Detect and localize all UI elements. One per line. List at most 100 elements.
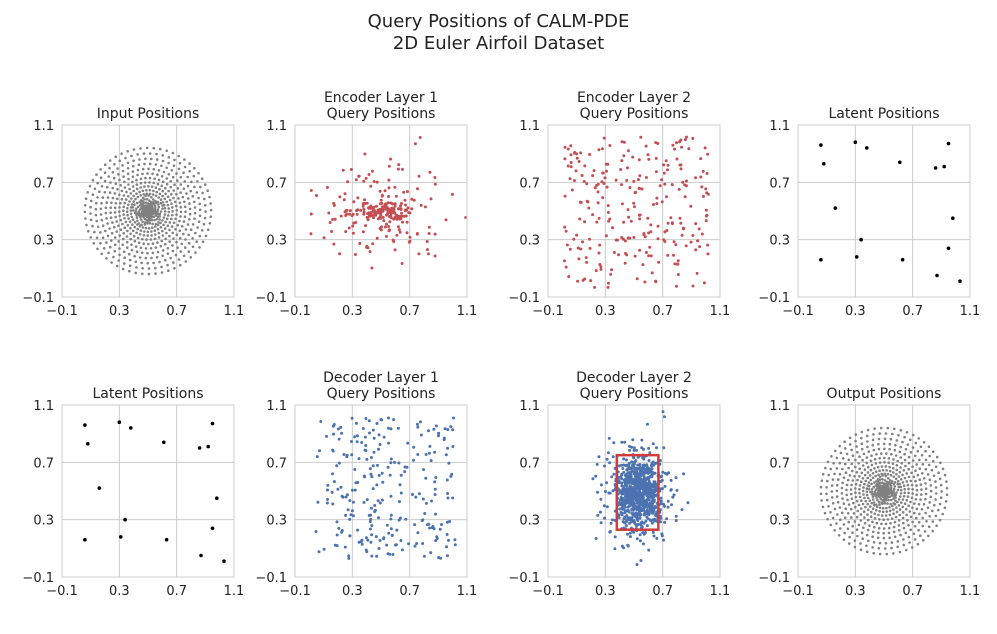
data-point: [892, 512, 895, 515]
data-point: [93, 230, 96, 234]
data-point: [155, 158, 159, 161]
data-point: [156, 241, 159, 244]
data-point: [422, 468, 426, 472]
data-point: [97, 486, 102, 490]
data-point: [126, 195, 130, 198]
data-point: [147, 272, 151, 276]
data-point: [678, 216, 682, 220]
data-point: [406, 190, 409, 194]
data-point: [398, 214, 402, 218]
data-point: [626, 489, 630, 493]
data-point: [881, 510, 885, 514]
data-point: [880, 522, 883, 526]
data-point: [593, 285, 597, 289]
data-point: [931, 520, 935, 523]
data-point: [385, 523, 389, 527]
data-point: [123, 517, 127, 522]
data-point: [638, 217, 642, 221]
data-point: [906, 495, 910, 498]
data-point: [341, 495, 345, 499]
data-point: [680, 233, 684, 237]
data-point: [374, 535, 378, 539]
data-point: [414, 495, 418, 499]
data-point: [198, 214, 202, 218]
data-point: [851, 454, 855, 458]
data-point: [413, 523, 417, 527]
data-point: [339, 425, 343, 429]
data-point: [894, 499, 897, 503]
data-point: [903, 502, 907, 506]
data-point: [332, 242, 336, 246]
data-point: [841, 467, 844, 471]
data-point: [605, 481, 609, 485]
y-tick-label: −0.1: [22, 291, 54, 306]
data-point: [850, 448, 853, 452]
data-point: [660, 474, 664, 478]
data-point: [173, 267, 176, 270]
data-point: [622, 487, 626, 490]
data-point: [175, 213, 178, 216]
data-point: [878, 461, 882, 464]
y-tick-label: 1.1: [769, 399, 790, 414]
data-point: [935, 524, 938, 527]
data-point: [838, 461, 842, 465]
data-point: [649, 223, 653, 227]
data-point: [645, 498, 649, 502]
data-point: [619, 168, 623, 171]
data-point: [620, 159, 624, 163]
data-point: [370, 169, 374, 173]
data-point: [160, 184, 164, 188]
data-point: [886, 502, 889, 505]
data-point: [898, 470, 902, 474]
data-point: [899, 478, 903, 481]
data-point: [606, 285, 610, 289]
data-point: [847, 458, 851, 462]
data-point: [347, 556, 351, 560]
data-point: [108, 191, 112, 194]
data-point: [674, 514, 678, 518]
data-point: [649, 495, 653, 499]
data-point: [172, 261, 175, 264]
y-tick-label: −0.1: [255, 291, 287, 306]
data-point: [861, 489, 865, 493]
data-point: [161, 194, 164, 198]
data-point: [109, 211, 112, 214]
data-point: [656, 142, 660, 145]
data-point: [924, 482, 927, 485]
data-point: [662, 538, 666, 542]
data-point: [415, 422, 419, 426]
data-point: [670, 183, 674, 187]
data-point: [638, 483, 642, 487]
data-point: [689, 204, 693, 208]
data-point: [892, 525, 896, 529]
data-point: [568, 247, 572, 251]
data-point: [201, 191, 204, 195]
data-point: [425, 248, 429, 252]
data-point: [154, 199, 157, 203]
data-point: [909, 500, 912, 504]
data-point: [843, 531, 846, 535]
data-point: [856, 478, 859, 482]
data-point: [170, 193, 173, 196]
data-point: [180, 242, 184, 246]
data-point: [951, 216, 955, 220]
data-point: [870, 454, 873, 458]
data-point: [865, 544, 868, 548]
data-point: [582, 180, 586, 183]
data-point: [136, 219, 139, 223]
data-point: [146, 230, 150, 234]
data-point: [132, 194, 135, 198]
data-point: [876, 465, 880, 469]
data-point: [945, 486, 949, 490]
data-point: [434, 539, 438, 543]
data-point: [399, 204, 402, 208]
data-point: [182, 220, 186, 223]
data-point: [869, 478, 872, 482]
data-point: [938, 477, 942, 481]
data-point: [152, 261, 155, 265]
x-tick-label: 0.7: [902, 584, 923, 599]
data-point: [179, 263, 182, 267]
data-point: [144, 157, 147, 161]
data-point: [387, 426, 390, 430]
data-point: [585, 260, 589, 264]
